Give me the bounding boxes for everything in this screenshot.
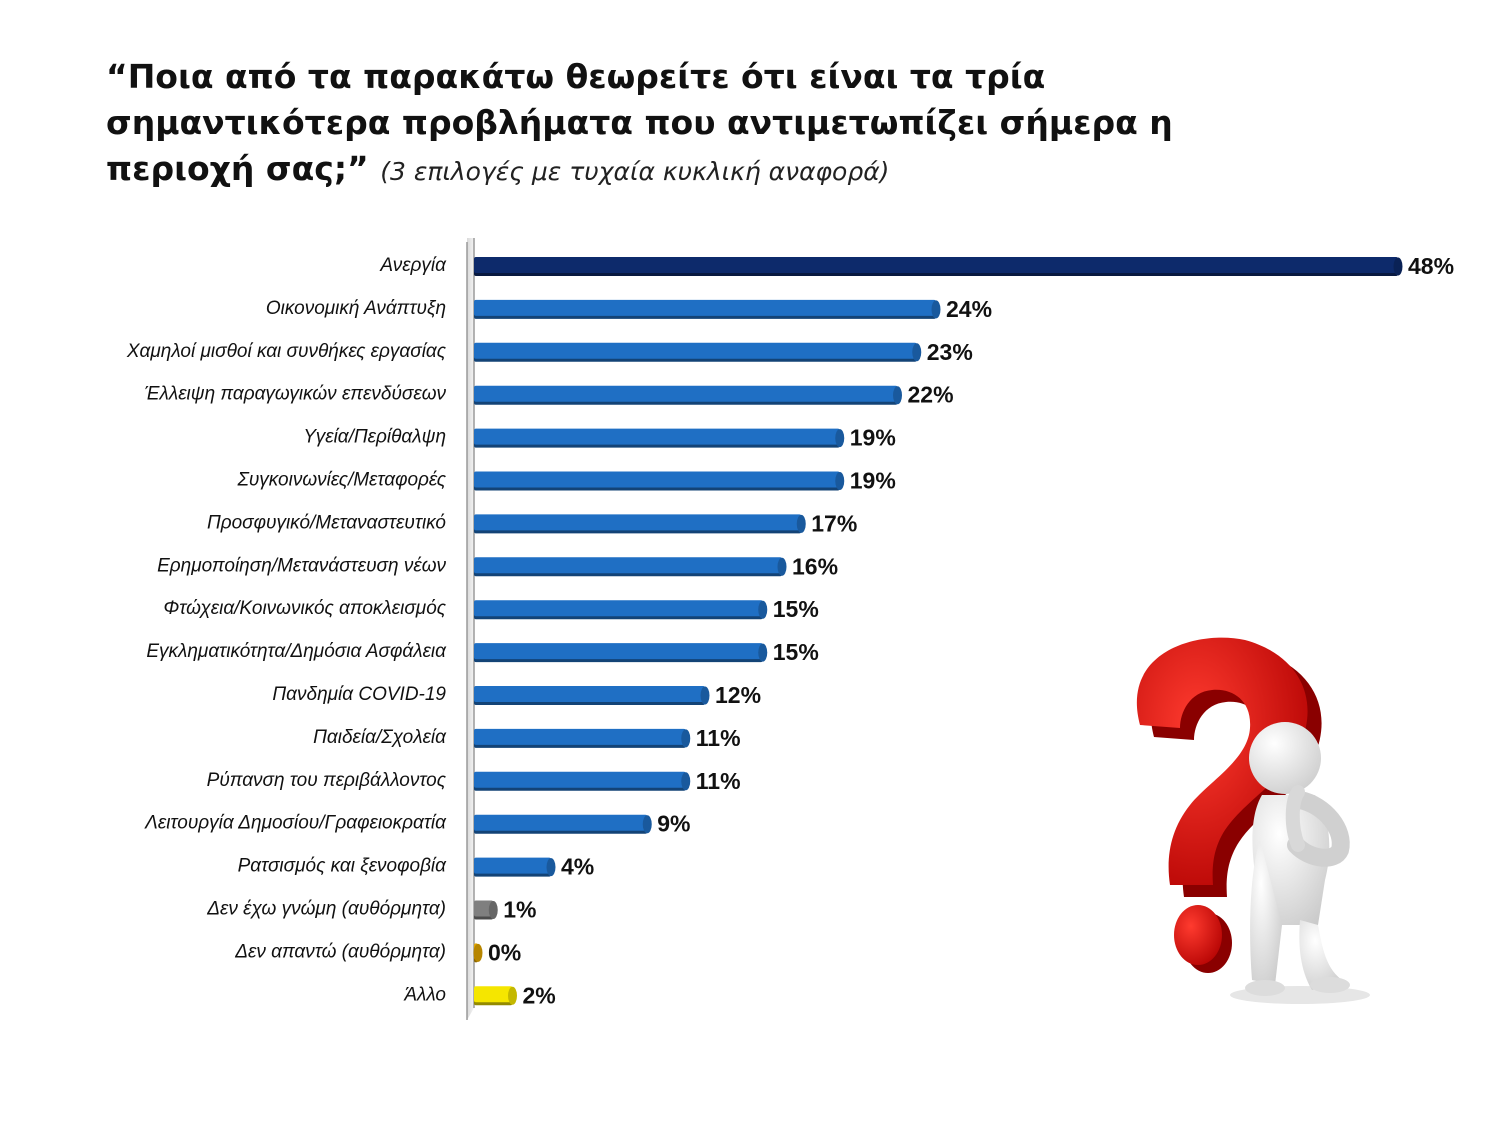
- bar: [474, 471, 845, 491]
- category-label: Λειτουργία Δημοσίου/Γραφειοκρατία: [144, 813, 447, 834]
- bar-face: [474, 557, 782, 574]
- bar: [473, 943, 483, 963]
- category-label: Συγκοινωνίες/Μεταφορές: [236, 470, 446, 491]
- bar-face: [474, 342, 917, 359]
- category-label: Ρατσισμός και ξενοφοβία: [238, 856, 448, 877]
- bar-face: [474, 771, 686, 788]
- category-label: Παιδεία/Σχολεία: [313, 727, 447, 748]
- bar-face: [474, 643, 763, 660]
- bar-cap: [893, 386, 902, 405]
- question-mark-icon: [1136, 637, 1322, 973]
- bar-face: [474, 514, 802, 531]
- value-label: 11%: [696, 768, 741, 794]
- category-label: Υγεία/Περίθαλψη: [303, 427, 446, 448]
- bar-cap: [835, 429, 845, 448]
- bar-cap: [546, 858, 556, 877]
- bar-cap: [1393, 257, 1403, 276]
- bar-cap: [488, 901, 498, 919]
- bar: [474, 557, 787, 577]
- category-label: Ρύπανση του περιβάλλοντος: [207, 770, 447, 791]
- value-label: 16%: [792, 553, 838, 579]
- bar: [474, 428, 845, 448]
- bar: [474, 814, 652, 834]
- category-label: Δεν έχω γνώμη (αυθόρμητα): [206, 899, 446, 920]
- bar-cap: [835, 472, 845, 490]
- bar: [474, 771, 691, 791]
- bar: [474, 342, 922, 362]
- value-label: 9%: [657, 811, 690, 837]
- bar: [474, 385, 902, 405]
- category-label: Οικονομική Ανάπτυξη: [266, 298, 446, 319]
- category-label: Προσφυγικό/Μεταναστευτικό: [207, 512, 446, 533]
- value-label: 19%: [850, 468, 896, 494]
- bar-cap: [796, 514, 806, 533]
- bar-cap: [912, 343, 922, 362]
- bar-cap: [642, 815, 652, 834]
- bar-cap: [681, 772, 691, 791]
- value-label: 23%: [927, 339, 973, 365]
- person-icon: [1230, 722, 1370, 1004]
- bar-face: [474, 600, 763, 617]
- value-label: 48%: [1408, 253, 1454, 279]
- value-label: 4%: [561, 854, 594, 880]
- bar-cap: [777, 557, 787, 576]
- bar: [474, 728, 691, 748]
- bar: [474, 900, 498, 920]
- bar-face: [474, 428, 840, 445]
- value-label: 12%: [715, 682, 761, 708]
- bar: [474, 986, 517, 1006]
- category-label: Χαμηλοί μισθοί και συνθήκες εργασίας: [126, 341, 447, 362]
- y-axis-wall: [466, 238, 475, 1020]
- value-label: 15%: [773, 596, 819, 622]
- value-label: 11%: [696, 725, 741, 751]
- bar-cap: [473, 943, 483, 962]
- bar-cap: [681, 729, 691, 748]
- bar: [474, 857, 556, 877]
- bar-cap: [931, 300, 941, 319]
- bar-face: [474, 900, 494, 917]
- category-label: Εγκληματικότητα/Δημόσια Ασφάλεια: [146, 641, 447, 662]
- bar-face: [474, 686, 705, 702]
- value-label: 17%: [811, 510, 857, 536]
- category-label: Άλλο: [403, 984, 446, 1005]
- bar: [474, 257, 1403, 276]
- value-label: 24%: [946, 296, 992, 322]
- category-label: Ανεργία: [379, 255, 447, 276]
- bar-face: [474, 986, 513, 1003]
- bar-cap: [758, 600, 768, 619]
- bar: [474, 514, 806, 534]
- bar-face: [474, 257, 1398, 273]
- chart-title-note: (3 επιλογές με τυχαία κυκλική αναφορά): [380, 157, 890, 186]
- bar-cap: [508, 986, 517, 1005]
- chart-title-main: “Ποια από τα παρακάτω θεωρείτε ότι είναι…: [106, 57, 1173, 188]
- bar-cap: [758, 643, 768, 662]
- value-label: 19%: [850, 425, 896, 451]
- category-label: Πανδημία COVID-19: [272, 684, 446, 705]
- thinking-figure-illustration: [1136, 637, 1370, 1004]
- value-label: 0%: [488, 939, 521, 965]
- category-label: Ερημοποίηση/Μετανάστευση νέων: [157, 555, 446, 576]
- value-label: 2%: [523, 982, 556, 1008]
- bar-face: [474, 471, 840, 488]
- bar-face: [474, 814, 648, 831]
- category-label: Φτώχεια/Κοινωνικός αποκλεισμός: [163, 598, 446, 619]
- bar-face: [474, 385, 898, 402]
- bar: [474, 299, 941, 319]
- bar: [474, 643, 768, 663]
- bar: [474, 686, 710, 705]
- bar-face: [474, 299, 936, 316]
- bar: [474, 600, 768, 620]
- chart-title: “Ποια από τα παρακάτω θεωρείτε ότι είναι…: [106, 54, 1206, 195]
- bar-cap: [700, 686, 710, 705]
- category-label: Δεν απαντώ (αυθόρμητα): [234, 941, 446, 962]
- bar-face: [474, 728, 686, 745]
- bar-face: [474, 857, 551, 874]
- value-label: 22%: [908, 382, 954, 408]
- value-label: 1%: [503, 897, 536, 923]
- value-label: 15%: [773, 639, 819, 665]
- category-label: Έλλειψη παραγωγικών επενδύσεων: [145, 384, 447, 405]
